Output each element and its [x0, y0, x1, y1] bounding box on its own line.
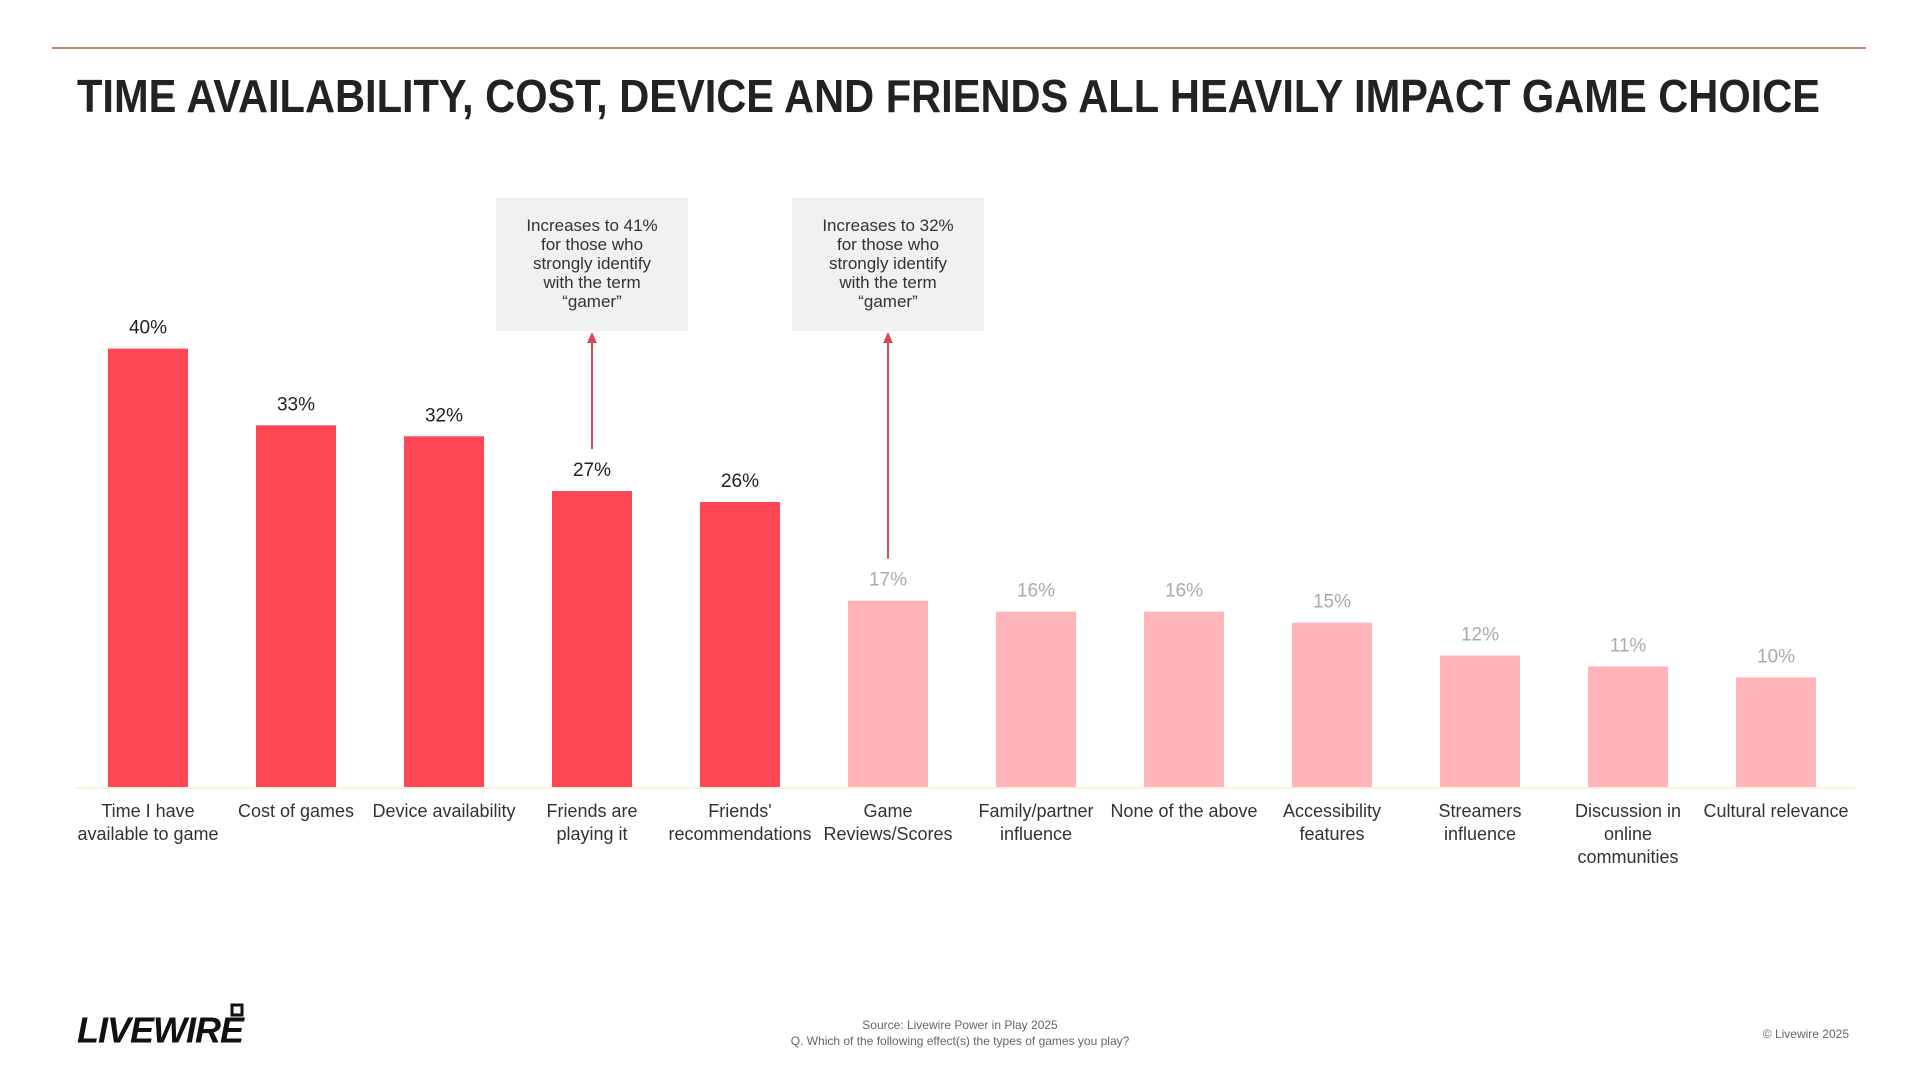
- logo-mark: [230, 1003, 244, 1017]
- x-tick-label: Cultural relevance: [1703, 801, 1849, 821]
- x-tick-label: None of the above: [1110, 801, 1258, 821]
- value-label: 10%: [1757, 646, 1795, 667]
- value-label: 16%: [1165, 581, 1203, 602]
- bar: [256, 425, 336, 787]
- bar: [996, 611, 1076, 787]
- value-label: 33%: [277, 394, 315, 415]
- bar: [1588, 666, 1668, 787]
- chart-title: TIME AVAILABILITY, COST, DEVICE AND FRIE…: [77, 70, 1820, 122]
- bar: [552, 491, 632, 787]
- callout: Increases to 32% for those who strongly …: [792, 198, 984, 331]
- logo: LIVEWIRE: [77, 1010, 245, 1051]
- x-tick-label: Cost of games: [237, 801, 355, 821]
- value-label: 27%: [573, 460, 611, 481]
- x-tick-label: Accessibility features: [1282, 801, 1382, 844]
- value-label: 32%: [425, 405, 463, 426]
- value-label: 26%: [721, 471, 759, 492]
- value-label: 12%: [1461, 624, 1499, 645]
- value-label: 40%: [129, 318, 167, 339]
- question: Q. Which of the following effect(s) the …: [790, 1034, 1130, 1048]
- source: Source: Livewire Power in Play 2025: [862, 1018, 1058, 1032]
- x-tick-label: Device availability: [372, 801, 516, 821]
- bar: [1144, 611, 1224, 787]
- bar: [1736, 677, 1816, 787]
- x-tick-label: Discussion in online communities: [1574, 801, 1682, 867]
- bar: [108, 348, 188, 787]
- value-label: 15%: [1313, 592, 1351, 613]
- arrow-head: [883, 332, 893, 343]
- value-label: 11%: [1610, 635, 1647, 656]
- bar: [848, 600, 928, 787]
- value-label: 17%: [869, 570, 907, 591]
- bar: [404, 436, 484, 787]
- x-tick-label: Time I have available to game: [77, 801, 219, 844]
- x-tick-label: Game Reviews/Scores: [823, 801, 953, 844]
- bar: [1292, 622, 1372, 787]
- bar: [1440, 655, 1520, 787]
- copyright: © Livewire 2025: [1762, 1027, 1849, 1041]
- x-tick-label: Family/partner influence: [978, 801, 1094, 844]
- x-tick-label: Friends' recommendations: [668, 801, 812, 844]
- x-tick-label: Friends are playing it: [546, 801, 638, 844]
- x-tick-label: Streamers influence: [1438, 801, 1522, 844]
- arrow-head: [587, 332, 597, 343]
- value-label: 16%: [1017, 581, 1055, 602]
- callout: Increases to 41% for those who strongly …: [496, 198, 688, 331]
- bar: [700, 502, 780, 787]
